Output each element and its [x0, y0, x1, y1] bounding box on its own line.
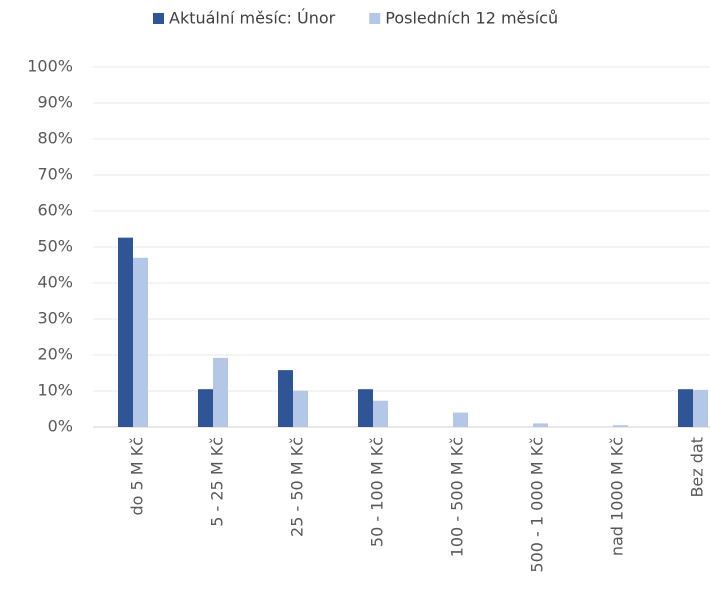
bar — [373, 400, 388, 427]
bar — [198, 389, 213, 427]
bar — [613, 425, 628, 427]
bar — [213, 357, 228, 427]
y-tick-label: 10% — [37, 381, 73, 400]
y-tick-label: 30% — [37, 309, 73, 328]
legend-swatch — [153, 13, 164, 24]
bar — [678, 389, 693, 427]
x-tick-label: 50 - 100 M Kč — [368, 437, 387, 547]
legend-swatch — [369, 13, 381, 24]
bar — [533, 423, 548, 427]
x-tick-label: Bez dat — [688, 437, 707, 498]
x-tick-label: do 5 M Kč — [128, 437, 147, 515]
x-tick-label: 25 - 50 M Kč — [288, 437, 307, 537]
y-tick-label: 20% — [37, 345, 73, 364]
bar — [118, 237, 133, 427]
y-tick-label: 40% — [37, 273, 73, 292]
legend: Aktuální měsíc: Únor Posledních 12 měsíců — [153, 9, 558, 28]
y-tick-label: 50% — [37, 237, 73, 256]
x-tick-label: 5 - 25 M Kč — [208, 437, 227, 527]
x-tick-label: nad 1000 M Kč — [608, 437, 627, 556]
x-tick-label: 500 - 1 000 M Kč — [528, 437, 547, 573]
y-tick-label: 80% — [37, 129, 73, 148]
y-tick-label: 100% — [27, 57, 73, 76]
bar — [693, 389, 708, 427]
bar — [133, 257, 148, 427]
x-tick-label: 100 - 500 M Kč — [448, 437, 467, 557]
legend-label: Aktuální měsíc: Únor — [169, 9, 336, 28]
y-tick-label: 60% — [37, 201, 73, 220]
bar — [358, 389, 373, 427]
bar — [453, 412, 468, 427]
y-tick-label: 0% — [48, 417, 73, 436]
bar — [293, 390, 308, 427]
legend-label: Posledních 12 měsíců — [385, 9, 558, 28]
bar — [278, 370, 293, 427]
y-tick-label: 70% — [37, 165, 73, 184]
y-tick-label: 90% — [37, 93, 73, 112]
